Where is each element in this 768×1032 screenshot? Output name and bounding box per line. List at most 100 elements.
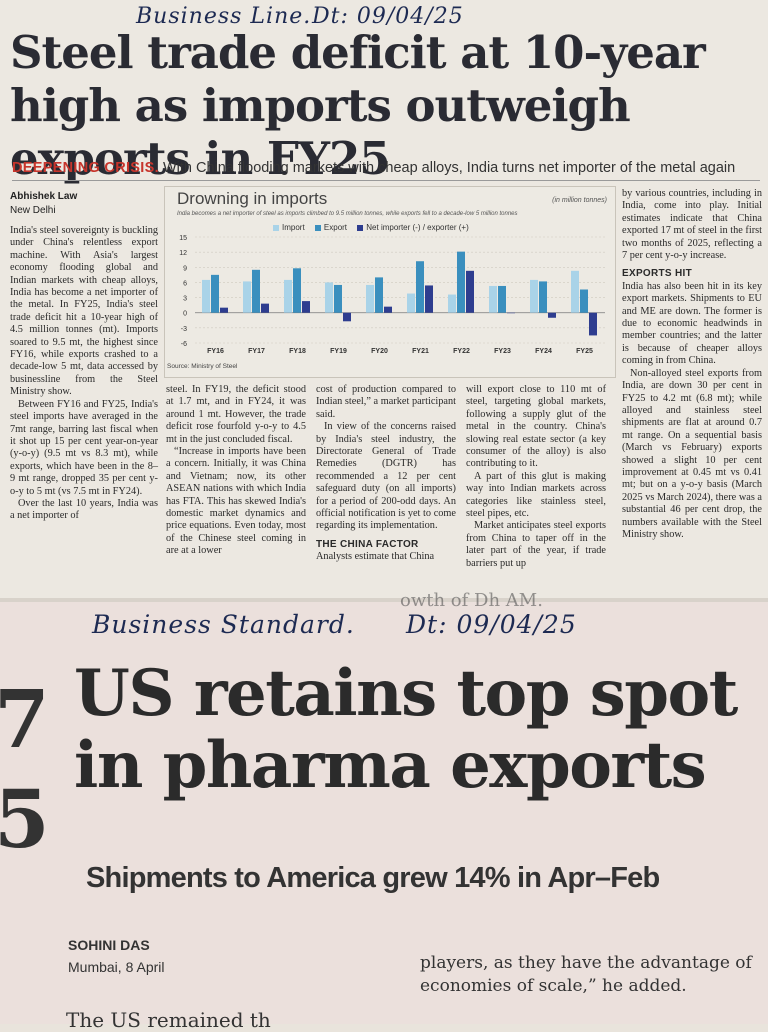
dateline: Mumbai, 8 April <box>68 959 165 975</box>
x-tick-label: FY18 <box>289 348 306 355</box>
bar-net <box>507 312 515 314</box>
kicker-label: DEEPENING CRISIS. <box>12 160 159 176</box>
bar-export <box>416 261 424 313</box>
y-tick-label: 9 <box>183 265 187 272</box>
chart-legend: Import Export Net importer (-) / exporte… <box>265 223 469 232</box>
paragraph: steel. In FY19, the deficit stood at 1.7… <box>166 384 306 445</box>
article-body: players, as they have the advantage of e… <box>420 953 752 996</box>
bar-import <box>366 284 374 313</box>
legend-label-net: Net importer (-) / exporter (+) <box>366 223 469 232</box>
headline: US retains top spot in pharma exports <box>74 658 764 802</box>
paragraph: Market anticipates steel exports from Ch… <box>466 520 606 569</box>
bar-export <box>498 285 506 313</box>
paragraph: “Increase in imports have been a concern… <box>166 446 306 557</box>
paragraph: In view of the concerns raised by India'… <box>316 421 456 532</box>
bar-export <box>457 251 465 313</box>
bar-import <box>448 294 456 313</box>
bar-import <box>202 279 210 313</box>
bar-chart: 15 12 9 6 3 0 -3 -6 FY16 FY17 FY18 FY19 FY20 FY21 FY22… <box>179 235 605 355</box>
bar-net <box>261 303 269 313</box>
bar-net <box>343 312 351 322</box>
x-tick-label: FY21 <box>412 348 429 355</box>
y-tick-label: 12 <box>179 250 187 257</box>
chart-panel: Drowning in imports (in million tonnes) … <box>164 186 616 378</box>
chart-source: Source: Ministry of Steel <box>167 363 238 370</box>
y-tick-label: -3 <box>181 326 187 333</box>
bar-import <box>325 282 333 313</box>
bar-net <box>466 270 474 313</box>
article-column-3: cost of production compared to Indian st… <box>316 384 456 564</box>
legend-swatch-net <box>357 224 364 231</box>
bar-export <box>375 277 383 313</box>
subhead-china-factor: THE CHINA FACTOR <box>316 538 419 550</box>
paragraph: Over the last 10 years, India was a net … <box>10 497 158 522</box>
bar-export <box>334 284 342 313</box>
author-name: SOHINI DAS <box>68 937 150 953</box>
legend-label-export: Export <box>323 223 348 232</box>
y-tick-label: 3 <box>183 296 187 303</box>
handwritten-source: Business Standard. <box>92 610 355 639</box>
bar-net <box>302 301 310 313</box>
paragraph: India's steel sovereignty is buckling un… <box>10 225 158 398</box>
chart-title: Drowning in imports <box>177 189 328 208</box>
bar-net <box>220 307 228 313</box>
divider <box>12 180 760 181</box>
headline: Steel trade deficit at 10-year high as i… <box>10 26 706 185</box>
x-tick-label: FY25 <box>576 348 593 355</box>
x-tick-label: FY19 <box>330 348 347 355</box>
handwritten-date: Dt: 09/04/25 <box>406 610 577 639</box>
clipping-business-line: Business Line. Dt: 09/04/25 Steel trade … <box>10 4 768 569</box>
y-tick-label: -6 <box>181 341 187 348</box>
x-tick-label: FY17 <box>248 348 265 355</box>
paragraph: Non-alloyed steel exports from India, ar… <box>622 367 762 540</box>
cropped-fragment: 7 <box>0 672 50 766</box>
paragraph: cost of production compared to Indian st… <box>316 384 456 420</box>
article-column-1: India's steel sovereignty is buckling un… <box>10 225 158 523</box>
x-tick-label: FY20 <box>371 348 388 355</box>
bar-export <box>539 281 547 313</box>
handwritten-date: Dt: 09/04/25 <box>312 4 464 29</box>
x-tick-label: FY23 <box>494 348 511 355</box>
kicker: DEEPENING CRISIS. With China flooding ma… <box>12 160 768 176</box>
paragraph: Between FY16 and FY25, India's steel imp… <box>10 398 158 497</box>
article-fragment: The US remained th <box>66 1008 271 1032</box>
byline: Abhishek Law New Delhi <box>10 190 77 218</box>
clipping-business-standard: owth of Dh AM. Business Standard. Dt: 09… <box>0 590 768 1032</box>
location: New Delhi <box>10 205 56 216</box>
legend-swatch-export <box>314 224 321 231</box>
paragraph: A part of this glut is making way into I… <box>466 470 606 520</box>
handwritten-source: Business Line. <box>136 4 312 29</box>
bar-export <box>293 268 301 313</box>
x-tick-label: FY24 <box>535 348 552 355</box>
headline-line-1: US retains top spot <box>74 656 738 731</box>
cropped-fragment: 5 <box>0 772 50 866</box>
chart-unit: (in million tonnes) <box>552 197 607 204</box>
paragraph: will export close to 110 mt of steel, ta… <box>466 384 606 470</box>
chart-subtitle: India becomes a net importer of steel as… <box>177 211 518 217</box>
bleed-through-text: owth of Dh AM. <box>400 590 543 611</box>
bar-net <box>384 306 392 313</box>
bar-import <box>284 279 292 313</box>
x-tick-label: FY22 <box>453 348 470 355</box>
bar-net <box>589 312 597 336</box>
clipping-separator <box>0 598 768 604</box>
legend-label-import: Import <box>282 223 305 232</box>
bar-net <box>425 285 433 313</box>
headline-line-2: in pharma exports <box>74 728 707 803</box>
x-tick-label: FY16 <box>207 348 224 355</box>
kicker-text: With China flooding markets with cheap a… <box>162 160 736 176</box>
paragraph: India has also been hit in its key expor… <box>622 280 762 367</box>
bar-import <box>530 279 538 313</box>
bar-import <box>407 293 415 313</box>
y-tick-label: 6 <box>183 280 187 287</box>
paragraph: by various countries, including in India… <box>622 188 762 262</box>
bar-import <box>489 285 497 313</box>
bar-export <box>580 289 588 313</box>
article-column-5: by various countries, including in India… <box>622 188 762 541</box>
y-tick-label: 15 <box>179 235 187 242</box>
y-tick-label: 0 <box>183 311 187 318</box>
bar-export <box>211 274 219 313</box>
subheadline: Shipments to America grew 14% in Apr–Feb <box>86 862 660 894</box>
bar-net <box>548 312 556 318</box>
